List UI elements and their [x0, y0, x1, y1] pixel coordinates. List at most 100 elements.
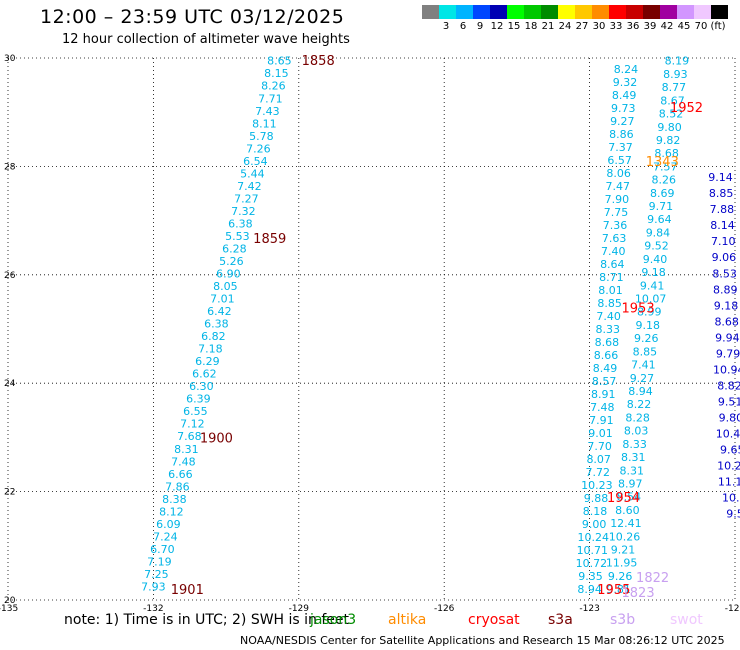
- track-a-value: 8.11: [252, 117, 277, 130]
- track-d-value: 7.10: [711, 235, 736, 248]
- legend-swatch: [626, 5, 643, 19]
- track-a-value: 6.70: [150, 543, 175, 556]
- track-a-value: 5.44: [240, 167, 265, 180]
- track-c-value: 7.57: [653, 160, 678, 173]
- legend-label: (ft): [710, 21, 726, 32]
- track-a-value: 6.62: [192, 368, 217, 381]
- track-b-value: 8.91: [591, 388, 616, 401]
- track-a-value: 7.18: [198, 343, 223, 356]
- track-d-value: 8.85: [709, 187, 734, 200]
- legend-swatch: [422, 5, 439, 19]
- track-c-value: 9.21: [611, 544, 636, 557]
- track-a-value: 7.48: [171, 455, 196, 468]
- track-b-value: 8.01: [598, 284, 623, 297]
- legend-label: 9: [476, 21, 484, 32]
- time-label: 1901: [171, 583, 204, 598]
- legend-swatch: [558, 5, 575, 19]
- legend-label: 24: [558, 21, 572, 32]
- track-c-value: 9.80: [657, 121, 682, 134]
- lon-tick-label: -129: [289, 604, 310, 614]
- track-d-value: 9.06: [712, 251, 737, 264]
- track-a-value: 7.86: [165, 480, 190, 493]
- map-title: 12:00 – 23:59 UTC 03/12/2025: [40, 6, 345, 28]
- lon-tick-label: -132: [143, 604, 163, 614]
- track-b-value: 8.68: [595, 336, 620, 349]
- lat-tick-label: 28: [4, 162, 16, 172]
- track-d-value: 8.53: [712, 267, 737, 280]
- legend-label: 33: [609, 21, 623, 32]
- track-d-value: 8.82: [717, 379, 740, 392]
- track-d-value: 10.6: [722, 491, 740, 504]
- track-a-value: 5.26: [219, 255, 244, 268]
- time-label: 1955: [597, 583, 630, 598]
- credit-line: NOAA/NESDIS Center for Satellite Applica…: [240, 634, 725, 647]
- track-b-value: 8.06: [606, 167, 631, 180]
- track-b-value: 9.01: [588, 427, 613, 440]
- time-label: 1343: [646, 155, 679, 170]
- track-d-value: 9.18: [714, 299, 739, 312]
- track-c-value: 8.60: [615, 504, 640, 517]
- time-label: 1952: [670, 101, 703, 116]
- track-d-value: 9.80: [719, 411, 740, 424]
- lon-tick-label: -120: [725, 604, 740, 614]
- track-c-value: 9.52: [644, 240, 669, 253]
- track-a-value: 8.26: [261, 80, 286, 93]
- lon-tick-label: -135: [0, 604, 18, 614]
- legend-swatch: [592, 5, 609, 19]
- track-b-value: 8.33: [596, 323, 621, 336]
- track-c-value: 8.22: [627, 398, 652, 411]
- track-a-value: 6.42: [207, 305, 232, 318]
- track-b-value: 7.36: [603, 219, 628, 232]
- track-c-value: 9.82: [656, 134, 681, 147]
- track-b-value: 10.72: [576, 557, 608, 570]
- track-b-value: 8.49: [593, 362, 618, 375]
- track-c-value: 8.99: [637, 306, 662, 319]
- track-b-value: 8.24: [614, 63, 639, 76]
- legend-swatch: [541, 5, 558, 19]
- track-c-value: 10.26: [609, 530, 641, 543]
- time-label: 1900: [200, 431, 233, 446]
- track-b-value: 8.57: [592, 375, 617, 388]
- track-b-value: 6.57: [607, 154, 632, 167]
- track-a-value: 8.12: [159, 505, 184, 518]
- track-b-value: 8.66: [594, 349, 619, 362]
- satellite-name: s3b: [610, 612, 636, 628]
- track-a-value: 6.29: [195, 355, 220, 368]
- legend-swatch: [609, 5, 626, 19]
- track-a-value: 8.65: [267, 55, 292, 68]
- track-b-value: 10.71: [577, 544, 609, 557]
- track-d-value: 11.19: [718, 475, 740, 488]
- track-d-value: 10.94: [713, 363, 740, 376]
- track-a-value: 7.32: [231, 205, 256, 218]
- satellite-name: s3a: [548, 612, 573, 628]
- track-d-value: 7.88: [710, 203, 735, 216]
- legend-label: 42: [660, 21, 674, 32]
- axis-tick-labels: -135 -132 -129 -126 -123 -120 30 28 26 24 22 20: [0, 54, 740, 614]
- track-c-value: 9.41: [640, 279, 665, 292]
- track-b-value: 9.73: [611, 102, 636, 115]
- track-d-value: 9.5: [726, 507, 740, 520]
- track-b-value: 8.07: [586, 453, 611, 466]
- legend-label: 36: [626, 21, 640, 32]
- track-a-value: 7.68: [177, 430, 202, 443]
- track-d-value: 9.51: [718, 395, 740, 408]
- track-a-value: 6.38: [228, 217, 253, 230]
- time-label: 1859: [253, 232, 286, 247]
- legend-label: 30: [592, 21, 606, 32]
- track-b-value: 8.64: [600, 258, 625, 271]
- legend-swatch: [694, 5, 711, 19]
- track-b-value: 8.94: [577, 583, 602, 596]
- track-a-value: 7.25: [144, 568, 169, 581]
- track-b-value: 7.40: [601, 245, 626, 258]
- track-a-value: 7.12: [180, 418, 205, 431]
- legend-label: 12: [490, 21, 504, 32]
- satellite-name: altika: [388, 612, 427, 628]
- track-c-value: 9.18: [636, 319, 661, 332]
- lat-tick-label: 22: [4, 488, 15, 498]
- lat-tick-label: 24: [4, 379, 16, 389]
- track-c-value: 9.71: [649, 200, 674, 213]
- lat-tick-label: 20: [4, 596, 16, 606]
- legend-swatch: [575, 5, 592, 19]
- track-d-value: 10.40: [716, 427, 740, 440]
- track-c-value: 11.95: [606, 557, 638, 570]
